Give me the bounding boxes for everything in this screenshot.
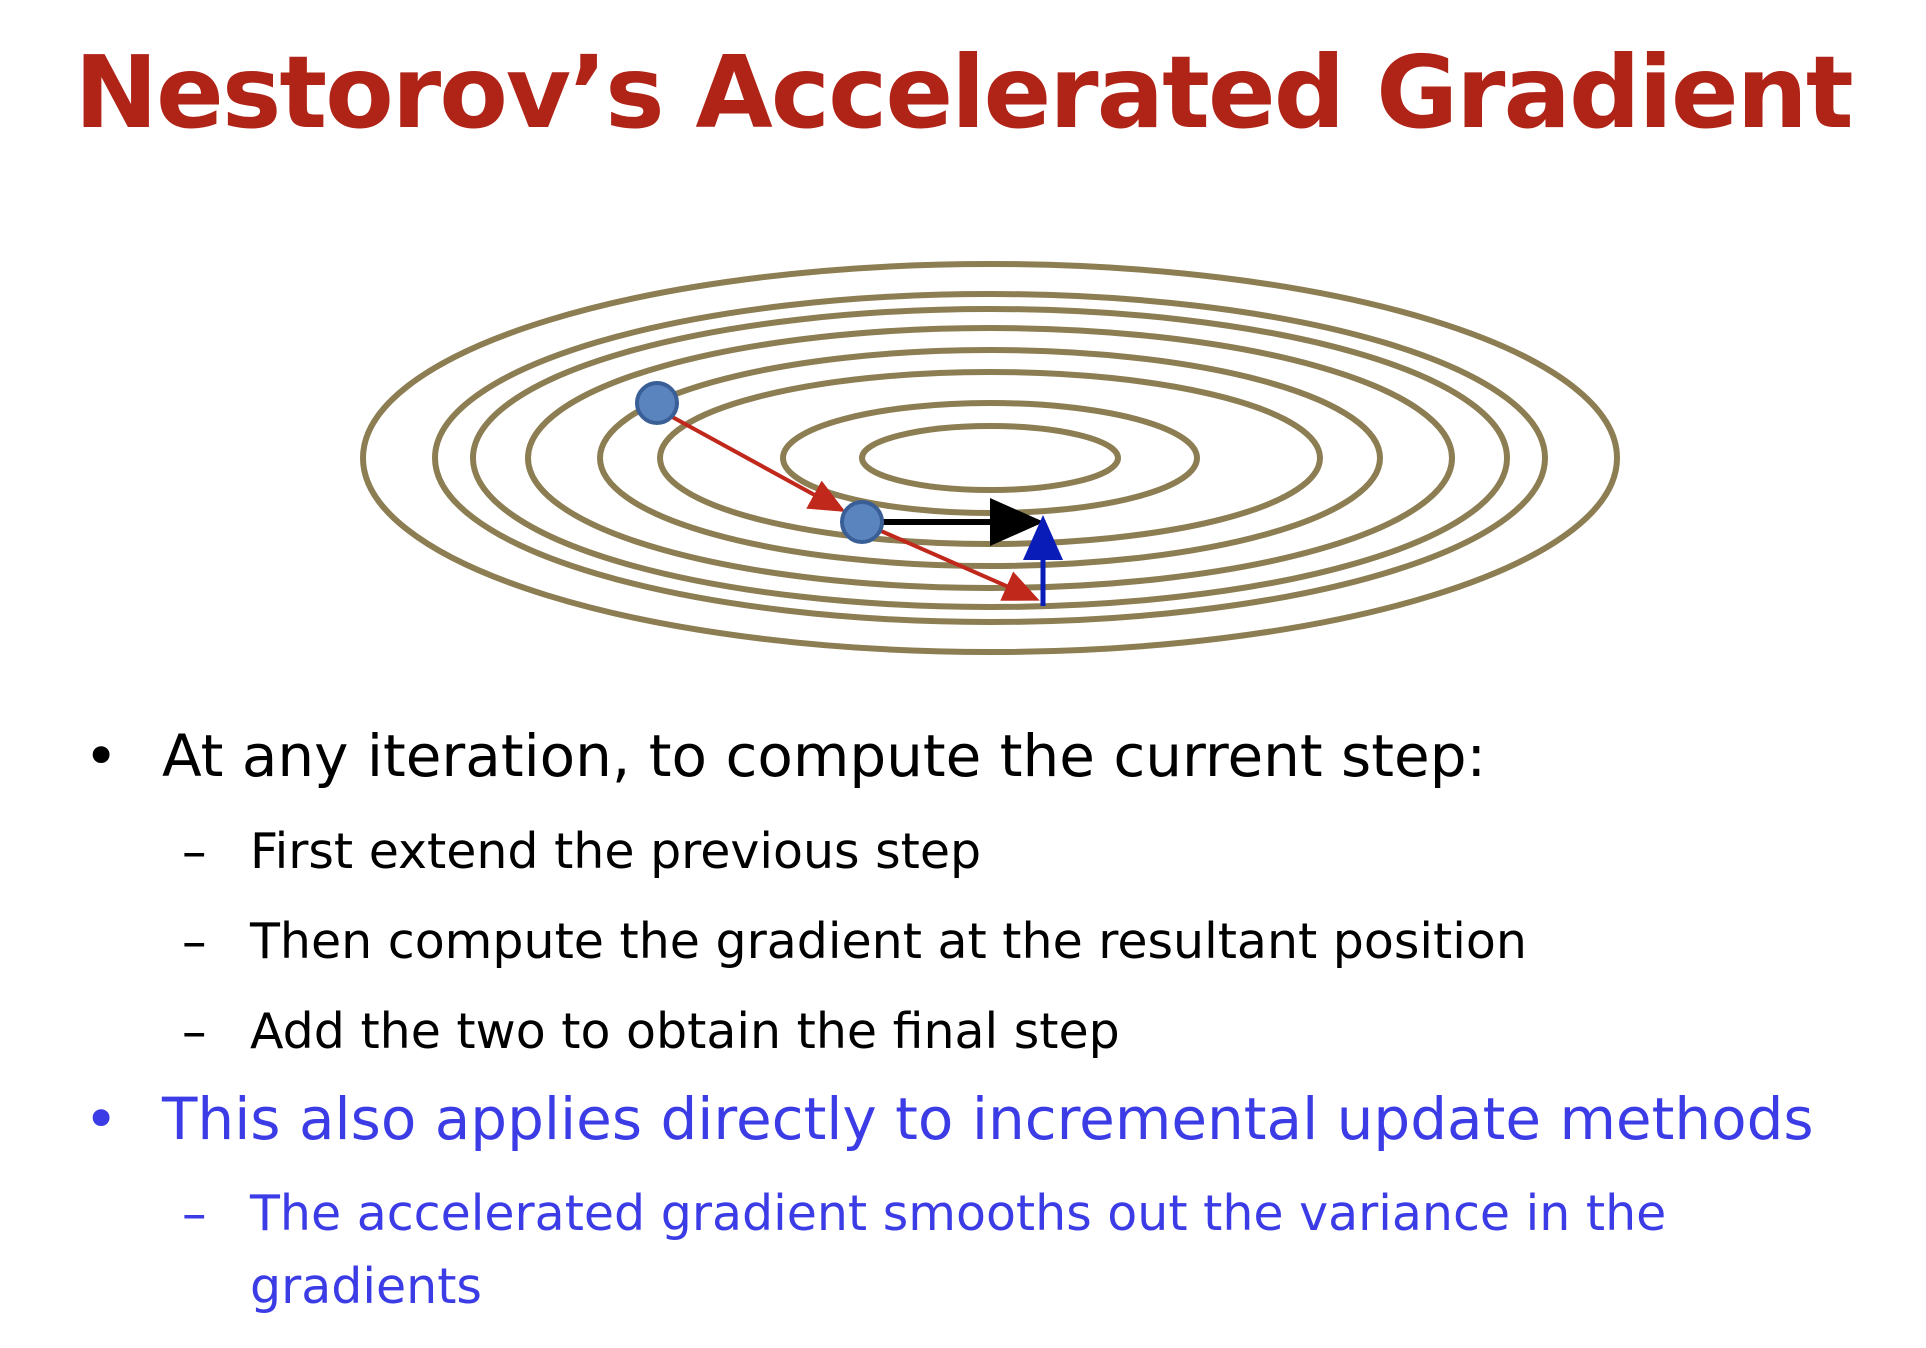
contour-ring-1 (360, 261, 1620, 655)
sub-bullet-marker: – (182, 913, 207, 970)
contour-ring-3 (470, 306, 1510, 610)
contour-ring-2 (432, 291, 1548, 625)
sub-bullet-marker: – (182, 823, 207, 880)
sub-bullet-text-continuation: gradients (250, 1258, 482, 1315)
contour-ring-4 (525, 325, 1455, 591)
previous-step-arrow (664, 411, 846, 512)
start-point (635, 381, 679, 425)
sub-bullet-marker: – (182, 1003, 207, 1060)
sub-bullet-text: Add the two to obtain the final step (250, 1003, 1120, 1060)
sub-bullet-marker: – (182, 1185, 207, 1242)
contour-ring-5 (597, 347, 1383, 569)
contour-lines (360, 261, 1620, 655)
bullet-marker: • (84, 722, 119, 790)
intermediate-point (840, 500, 884, 544)
bullet-text: At any iteration, to compute the current… (162, 722, 1487, 790)
final-step-arrow (871, 525, 1040, 601)
slide-title: Nestorov’s Accelerated Gradient (74, 34, 1853, 151)
sub-bullet-text: Then compute the gradient at the resulta… (250, 913, 1527, 970)
bullet-marker: • (84, 1085, 119, 1153)
contour-ring-8 (859, 423, 1121, 493)
sub-bullet-text: The accelerated gradient smooths out the… (250, 1185, 1667, 1242)
sub-bullet-text: First extend the previous step (250, 823, 982, 880)
bullet-text: This also applies directly to incrementa… (162, 1085, 1814, 1153)
